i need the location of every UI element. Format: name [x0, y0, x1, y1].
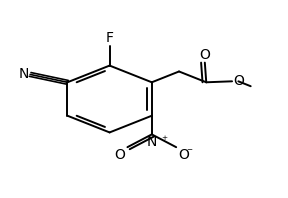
Text: O: O: [233, 74, 244, 88]
Text: O: O: [114, 148, 125, 162]
Text: $^+$: $^+$: [160, 135, 169, 145]
Text: O: O: [178, 148, 189, 162]
Text: O: O: [199, 48, 210, 62]
Text: N: N: [147, 135, 157, 149]
Text: N: N: [18, 67, 29, 81]
Text: $^-$: $^-$: [185, 148, 194, 158]
Text: F: F: [106, 31, 113, 45]
